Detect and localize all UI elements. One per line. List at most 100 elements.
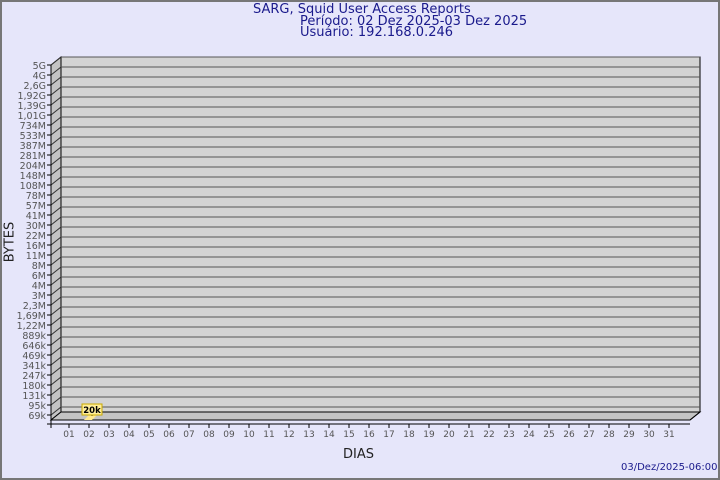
y-tick-label: 11M [26,251,46,262]
y-tick-label: 6M [32,271,46,282]
y-tick-label: 1,01G [17,111,46,122]
x-tick-label: 07 [183,430,194,440]
y-tick-label: 41M [26,211,46,222]
y-tick-label: 69k [28,411,46,422]
y-tick-label: 180k [22,381,46,392]
gridline-wall [50,66,62,76]
x-tick-label: 31 [663,430,674,440]
x-tick-label: 11 [263,430,274,440]
x-tick-label: 18 [403,430,415,440]
gridline-wall [50,386,62,396]
gridline-wall [50,376,62,386]
gridline-wall [50,186,62,196]
x-tick-label: 06 [163,430,175,440]
x-tick-label: 15 [343,430,354,440]
y-tick-label: 1,69M [17,311,46,322]
y-tick-label: 2,3M [23,301,46,312]
chart-user: Usuário: 192.168.0.246 [300,25,454,40]
y-tick-label: 4M [32,281,46,292]
gridline-wall [50,136,62,146]
gridline-wall [50,366,62,376]
gridline-wall [50,406,62,416]
x-tick-label: 04 [123,430,135,440]
x-tick-label: 21 [463,430,474,440]
gridline-wall [50,96,62,106]
gridline-wall [50,146,62,156]
gridline-wall [50,256,62,266]
y-tick-label: 247k [22,371,46,382]
y-tick-label: 734M [20,121,46,132]
y-tick-label: 95k [28,401,46,412]
y-tick-label: 204M [20,161,46,172]
x-tick-label: 16 [363,430,375,440]
y-tick-label: 341k [22,361,46,372]
data-label-box [81,403,103,416]
gridline-wall [50,86,62,96]
gridline-wall [50,56,62,66]
plot-area [60,56,701,413]
x-tick-label: 03 [103,430,114,440]
x-tick-label: 01 [63,430,74,440]
x-tick-label: 29 [623,430,635,440]
x-tick-label: 20 [443,430,455,440]
y-tick-label: 3M [32,291,46,302]
y-tick-label: 387M [20,141,46,152]
x-tick-label: 23 [503,430,514,440]
x-tick-label: 30 [643,430,655,440]
gridline-wall [50,126,62,136]
y-tick-label: 1,39G [17,101,46,112]
y-tick-label: 148M [20,171,46,182]
y-tick-label: 469k [22,351,46,362]
x-tick-label: 25 [543,430,554,440]
gridline-wall [50,176,62,186]
gridline-wall [50,156,62,166]
gridline-wall [50,286,62,296]
y-tick-label: 57M [26,201,46,212]
gridline-wall [50,346,62,356]
y-tick-label: 889k [22,331,46,342]
x-tick-label: 28 [603,430,615,440]
gridline-wall [50,246,62,256]
gridline-wall [50,76,62,86]
x-tick-label: 05 [143,430,154,440]
x-tick-label: 17 [383,430,394,440]
gridline-wall [50,266,62,276]
floor [49,411,702,421]
x-tick-label: 02 [83,430,94,440]
x-tick-label: 24 [523,430,535,440]
y-tick-label: 2,6G [24,81,46,92]
y-tick-label: 5G [33,61,46,72]
gridline-wall [50,356,62,366]
floor-edge [689,411,701,421]
x-tick-label: 10 [243,430,255,440]
x-tick-label: 09 [223,430,235,440]
gridline-wall [50,106,62,116]
x-tick-label: 27 [583,430,594,440]
chart-period: Período: 02 Dez 2025-03 Dez 2025 [300,14,528,29]
gridline-wall [50,296,62,306]
data-label: 20k [83,406,101,416]
gridline-wall [50,306,62,316]
y-tick-label: 108M [20,181,46,192]
gridline-wall [50,396,62,406]
y-tick-label: 646k [22,341,46,352]
gridline-wall [50,326,62,336]
x-tick-label: 19 [423,430,435,440]
gridline-wall [50,206,62,216]
x-tick-label: 14 [323,430,335,440]
y-tick-label: 78M [26,191,46,202]
y-tick-label: 1,22M [17,321,46,332]
x-tick-label: 08 [203,430,215,440]
chart-title: SARG, Squid User Access Reports [253,2,471,17]
y-tick-label: 8M [32,261,46,272]
gridline-wall [50,236,62,246]
y-tick-label: 533M [20,131,46,142]
x-tick-label: 12 [283,430,294,440]
y-tick-label: 4G [33,71,46,82]
gridline-wall [50,116,62,126]
gridline-wall [50,166,62,176]
x-tick-label: 26 [563,430,575,440]
x-axis-label: DIAS [343,447,374,462]
gridline-wall [50,276,62,286]
